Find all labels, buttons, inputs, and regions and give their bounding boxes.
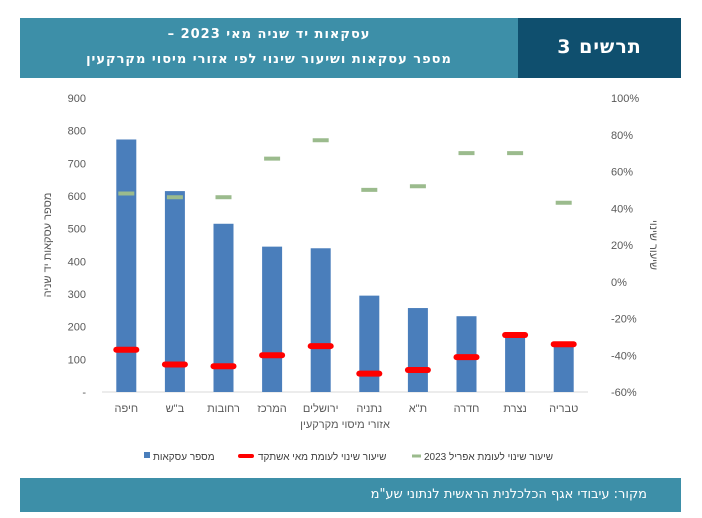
right-axis-label: שיעור שינוי — [647, 220, 659, 270]
figure-label-box: תרשים 3 — [518, 18, 681, 78]
source-text: מקור: עיבודי אגף הכלכלנית הראשית לנתוני … — [370, 487, 647, 502]
right-tick-label: 60% — [611, 167, 633, 179]
x-tick-label: נתניה — [356, 403, 382, 415]
right-tick-label: 40% — [611, 203, 633, 215]
left-axis-label: מספר עסקאות יד שניה — [42, 193, 54, 298]
x-tick-label: ירושלים — [303, 402, 339, 415]
bar — [359, 295, 380, 392]
right-tick-label: 0% — [611, 277, 627, 289]
bar — [310, 248, 331, 392]
legend-label-may: שיעור שינוי לעומת מאי אשתקד — [258, 451, 386, 463]
left-tick-label: 900 — [68, 93, 86, 105]
left-axis-ticks: - 100 200 300 400 500 600 700 800 900 — [68, 93, 87, 399]
bar — [116, 139, 137, 392]
right-tick-label: -40% — [611, 350, 637, 362]
figure-label: תרשים 3 — [557, 36, 642, 58]
x-axis-label: אזורי מיסוי מקרקעין — [300, 419, 390, 431]
x-tick-label: המרכז — [257, 403, 286, 415]
x-axis-ticks: חיפה ב"ש רחובות המרכז ירושלים נתניה ת"א חדרה נצר… — [115, 402, 579, 415]
left-tick-label: - — [82, 387, 86, 399]
right-tick-label: -60% — [611, 387, 637, 399]
left-tick-label: 100 — [68, 354, 86, 366]
bar — [505, 333, 526, 392]
x-tick-label: רחובות — [207, 403, 240, 415]
combo-chart: - 100 200 300 400 500 600 700 800 900 -60% -40% -20… — [42, 93, 659, 463]
markers-group — [113, 138, 577, 377]
bar — [407, 308, 428, 392]
left-tick-label: 500 — [68, 224, 86, 236]
right-tick-label: -20% — [611, 314, 637, 326]
x-tick-label: ת"א — [409, 403, 427, 415]
bar — [553, 344, 574, 392]
left-tick-label: 200 — [68, 322, 86, 334]
right-axis-ticks: -60% -40% -20% 0% 20% 40% 60% 80% 100% — [611, 93, 639, 399]
right-tick-label: 80% — [611, 130, 633, 142]
x-tick-label: ב"ש — [166, 403, 185, 415]
x-tick-label: חיפה — [115, 403, 139, 415]
legend-label-bars: מספר עסקאות — [153, 452, 215, 463]
legend-label-april: שיעור שינוי לעומת אפריל 2023 — [424, 451, 553, 463]
source-footer: מקור: עיבודי אגף הכלכלנית הראשית לנתוני … — [20, 478, 681, 512]
chart-title-line1: עסקאות יד שניה מאי 2023 – — [167, 27, 371, 42]
x-tick-label: נצרת — [503, 403, 526, 415]
left-tick-label: 600 — [68, 191, 86, 203]
right-tick-label: 20% — [611, 240, 633, 252]
left-tick-label: 700 — [68, 158, 86, 170]
x-tick-label: טבריה — [549, 403, 578, 415]
left-tick-label: 400 — [68, 256, 86, 268]
left-tick-label: 300 — [68, 289, 86, 301]
legend-swatch-bars — [144, 452, 150, 458]
legend: שיעור שינוי לעומת אפריל 2023 שיעור שינוי… — [144, 451, 553, 463]
x-tick-label: חדרה — [454, 403, 480, 415]
chart-title-box: עסקאות יד שניה מאי 2023 – מספר עסקאות וש… — [20, 18, 518, 78]
bar — [213, 223, 234, 392]
chart-title-line2: מספר עסקאות ושיעור שינוי לפי אזורי מיסוי… — [86, 52, 452, 67]
bar — [164, 191, 185, 392]
left-tick-label: 800 — [68, 126, 86, 138]
bars-group — [116, 139, 574, 392]
bar — [262, 246, 283, 392]
right-tick-label: 100% — [611, 93, 639, 105]
